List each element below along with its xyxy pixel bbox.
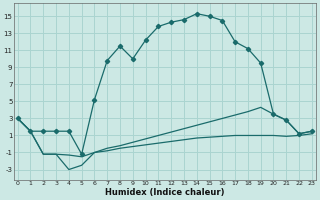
X-axis label: Humidex (Indice chaleur): Humidex (Indice chaleur) xyxy=(105,188,225,197)
